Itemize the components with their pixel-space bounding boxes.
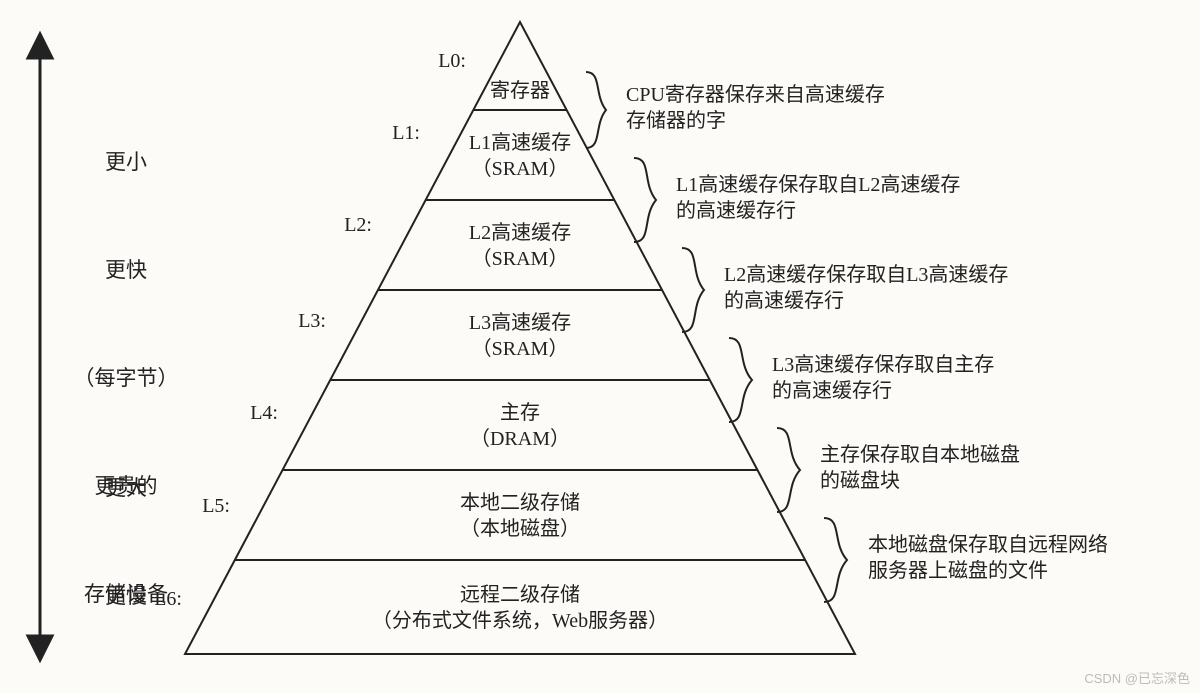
left-bottom-text: 更大 更慢 （每字节） 更便宜的 存储设备 <box>66 398 186 693</box>
tier-0-l1: 寄存器 <box>370 78 670 104</box>
tier-2: L2高速缓存 （SRAM） <box>370 220 670 272</box>
anno-5-l1: 本地磁盘保存取自远程网络 <box>868 532 1108 558</box>
anno-1-l2: 的高速缓存行 <box>676 198 960 224</box>
tier-3-l2: （SRAM） <box>370 336 670 362</box>
lb1: 更大 <box>66 470 186 506</box>
tier-5: 本地二级存储 （本地磁盘） <box>370 490 670 542</box>
tier-4-l2: （DRAM） <box>370 426 670 452</box>
anno-2: L2高速缓存保存取自L3高速缓存 的高速缓存行 <box>724 262 1008 314</box>
anno-4-l1: 主存保存取自本地磁盘 <box>820 442 1020 468</box>
anno-5: 本地磁盘保存取自远程网络 服务器上磁盘的文件 <box>868 532 1108 584</box>
anno-1: L1高速缓存保存取自L2高速缓存 的高速缓存行 <box>676 172 960 224</box>
tier-2-l1: L2高速缓存 <box>370 220 670 246</box>
tier-5-l1: 本地二级存储 <box>370 490 670 516</box>
label-l5: L5: <box>180 495 230 518</box>
tier-3-l1: L3高速缓存 <box>370 310 670 336</box>
label-l3: L3: <box>276 310 326 333</box>
tier-6: 远程二级存储 （分布式文件系统，Web服务器） <box>310 582 730 634</box>
anno-4-l2: 的磁盘块 <box>820 468 1020 494</box>
lb3: （每字节） <box>66 686 186 693</box>
label-l6: L6: <box>132 588 182 611</box>
watermark: CSDN @已忘深色 <box>1084 668 1190 687</box>
lt3: （每字节） <box>66 360 186 396</box>
anno-4: 主存保存取自本地磁盘 的磁盘块 <box>820 442 1020 494</box>
anno-3-l2: 的高速缓存行 <box>772 378 994 404</box>
tier-5-l2: （本地磁盘） <box>370 516 670 542</box>
tier-4-l1: 主存 <box>370 400 670 426</box>
tier-2-l2: （SRAM） <box>370 246 670 272</box>
anno-3-l1: L3高速缓存保存取自主存 <box>772 352 994 378</box>
tier-1: L1高速缓存 （SRAM） <box>370 130 670 182</box>
label-l0: L0: <box>416 50 466 73</box>
lt2: 更快 <box>66 252 186 288</box>
label-l4: L4: <box>228 402 278 425</box>
anno-5-l2: 服务器上磁盘的文件 <box>868 558 1108 584</box>
tier-6-l2: （分布式文件系统，Web服务器） <box>310 608 730 634</box>
anno-0-l1: CPU寄存器保存来自高速缓存 <box>626 82 885 108</box>
anno-2-l1: L2高速缓存保存取自L3高速缓存 <box>724 262 1008 288</box>
left-arrow <box>28 34 52 660</box>
anno-3: L3高速缓存保存取自主存 的高速缓存行 <box>772 352 994 404</box>
tier-3: L3高速缓存 （SRAM） <box>370 310 670 362</box>
anno-0: CPU寄存器保存来自高速缓存 存储器的字 <box>626 82 885 134</box>
memory-hierarchy-diagram: 更小 更快 （每字节） 更贵的 存储设备 更大 更慢 （每字节） 更便宜的 存储… <box>0 0 1200 693</box>
tier-1-l2: （SRAM） <box>370 156 670 182</box>
anno-2-l2: 的高速缓存行 <box>724 288 1008 314</box>
tier-6-l1: 远程二级存储 <box>310 582 730 608</box>
tier-0: 寄存器 <box>370 78 670 104</box>
tier-1-l1: L1高速缓存 <box>370 130 670 156</box>
anno-0-l2: 存储器的字 <box>626 108 885 134</box>
anno-1-l1: L1高速缓存保存取自L2高速缓存 <box>676 172 960 198</box>
label-l2: L2: <box>322 214 372 237</box>
tier-4: 主存 （DRAM） <box>370 400 670 452</box>
lt1: 更小 <box>66 144 186 180</box>
